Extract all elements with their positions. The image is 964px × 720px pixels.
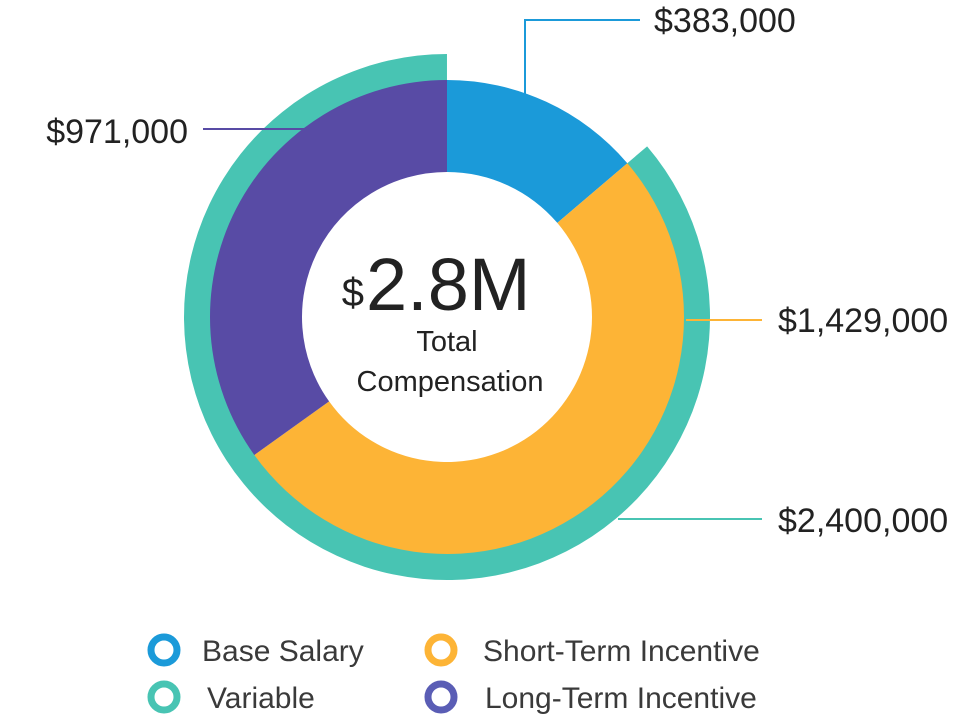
center-value: 2.8M <box>366 243 531 326</box>
slice-base-salary <box>447 80 628 223</box>
legend-marker-variable <box>147 680 181 714</box>
center-line1: Total <box>416 326 477 358</box>
label-base-salary: $383,000 <box>654 2 796 40</box>
leader-base-salary <box>524 19 640 94</box>
legend-label-short-term-incentive: Short-Term Incentive <box>483 635 760 668</box>
label-long-term-incentive: $971,000 <box>46 113 188 151</box>
label-short-term-incentive: $1,429,000 <box>778 302 948 340</box>
legend-label-base-salary: Base Salary <box>202 635 364 668</box>
legend-marker-long-term-incentive <box>424 680 458 714</box>
legend: Base Salary Short-Term Incentive Variabl… <box>147 633 760 715</box>
legend-label-variable: Variable <box>207 682 315 715</box>
center-currency: $ <box>342 271 364 315</box>
legend-label-long-term-incentive: Long-Term Incentive <box>485 682 757 715</box>
label-variable: $2,400,000 <box>778 502 948 540</box>
legend-marker-base-salary <box>147 633 181 667</box>
slice-long-term-incentive <box>210 80 447 455</box>
legend-marker-short-term-incentive <box>424 633 458 667</box>
center-line2: Compensation <box>357 366 544 398</box>
slice-short-term-incentive <box>254 163 685 555</box>
